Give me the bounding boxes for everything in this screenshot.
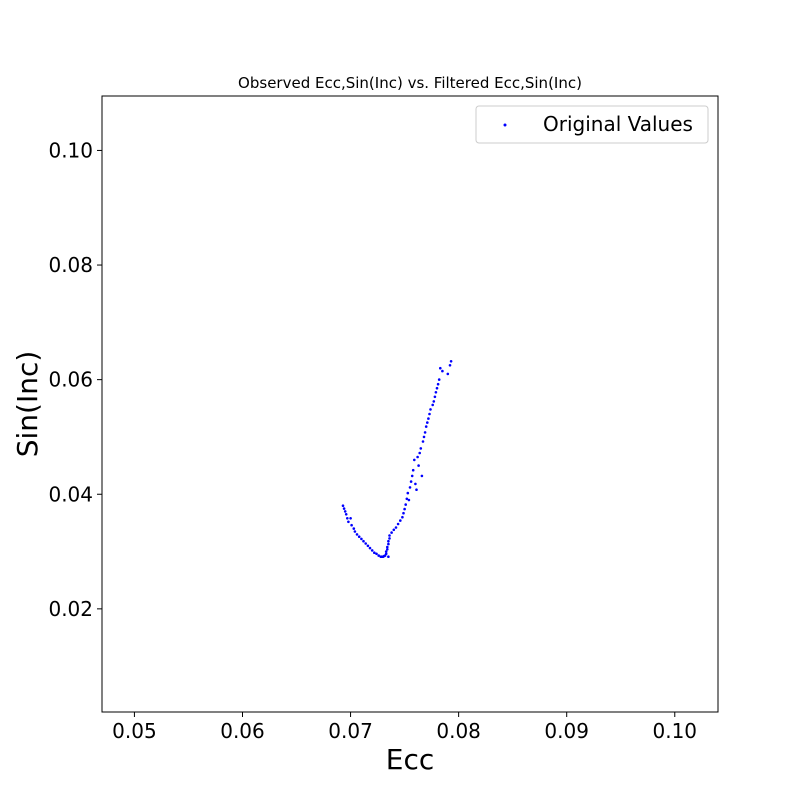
data-point bbox=[360, 537, 363, 541]
data-point bbox=[386, 545, 389, 549]
data-point bbox=[387, 555, 390, 558]
data-point bbox=[420, 474, 424, 478]
data-point bbox=[436, 382, 440, 386]
data-point bbox=[409, 480, 413, 483]
data-point bbox=[424, 425, 428, 428]
data-point bbox=[362, 539, 365, 543]
y-tick-label: 0.04 bbox=[48, 482, 93, 506]
data-point bbox=[344, 513, 348, 516]
data-point bbox=[441, 369, 444, 373]
data-point bbox=[419, 447, 423, 450]
data-point bbox=[405, 497, 409, 501]
data-point bbox=[364, 542, 368, 545]
data-point bbox=[392, 528, 396, 532]
x-tick-label: 0.10 bbox=[653, 719, 698, 743]
x-tick-label: 0.08 bbox=[436, 719, 481, 743]
x-tick-label: 0.07 bbox=[328, 719, 373, 743]
data-point bbox=[373, 551, 376, 554]
data-point bbox=[399, 519, 402, 522]
data-point bbox=[346, 517, 349, 520]
data-point bbox=[355, 533, 359, 536]
data-point bbox=[408, 486, 412, 489]
data-point bbox=[407, 498, 411, 502]
data-point bbox=[377, 554, 381, 557]
y-axis-ticks: 0.02 0.04 0.06 0.08 0.10 bbox=[48, 138, 102, 621]
data-point bbox=[388, 534, 391, 537]
data-point bbox=[353, 530, 357, 533]
y-tick-label: 0.08 bbox=[48, 253, 93, 277]
data-point bbox=[431, 403, 435, 407]
data-point bbox=[422, 435, 426, 439]
data-point bbox=[341, 504, 345, 508]
data-point bbox=[448, 364, 452, 367]
data-point bbox=[433, 395, 437, 399]
legend-box bbox=[475, 105, 709, 144]
data-point bbox=[384, 552, 388, 556]
legend-marker bbox=[503, 123, 507, 127]
x-axis-label: Ecc bbox=[386, 743, 434, 776]
x-tick-label: 0.05 bbox=[112, 719, 157, 743]
data-points bbox=[341, 360, 453, 558]
data-point bbox=[347, 520, 350, 524]
data-point bbox=[375, 552, 378, 556]
data-point bbox=[403, 507, 406, 511]
y-tick-label: 0.02 bbox=[48, 597, 93, 621]
data-point bbox=[423, 431, 427, 434]
plot-area bbox=[101, 95, 719, 713]
data-point bbox=[411, 468, 415, 472]
data-point bbox=[426, 421, 429, 424]
legend: Original Values bbox=[475, 105, 709, 144]
data-point bbox=[406, 491, 410, 495]
data-point bbox=[429, 408, 432, 411]
data-point bbox=[370, 549, 374, 552]
x-tick-label: 0.09 bbox=[544, 719, 589, 743]
data-point bbox=[366, 544, 370, 548]
data-point bbox=[413, 458, 416, 462]
data-point bbox=[415, 488, 418, 492]
data-point bbox=[449, 360, 453, 363]
data-point bbox=[396, 522, 400, 526]
data-point bbox=[435, 386, 439, 390]
data-point bbox=[401, 515, 404, 519]
data-point bbox=[390, 531, 393, 534]
data-point bbox=[352, 527, 356, 530]
data-point bbox=[404, 503, 408, 506]
data-point bbox=[418, 451, 422, 455]
data-point bbox=[350, 523, 353, 527]
data-point bbox=[428, 412, 431, 416]
data-point bbox=[410, 474, 414, 478]
data-point bbox=[432, 400, 436, 403]
data-point bbox=[368, 546, 372, 550]
x-tick-label: 0.06 bbox=[220, 719, 265, 743]
data-point bbox=[414, 482, 417, 486]
data-point bbox=[357, 535, 361, 538]
data-point bbox=[388, 537, 391, 540]
data-point bbox=[439, 366, 442, 370]
data-point bbox=[349, 517, 352, 520]
data-point bbox=[343, 510, 347, 513]
data-point bbox=[387, 539, 390, 543]
data-point bbox=[384, 550, 388, 553]
data-point bbox=[417, 464, 420, 467]
data-point bbox=[402, 511, 405, 515]
x-axis-ticks: 0.05 0.06 0.07 0.08 0.09 0.10 bbox=[112, 712, 697, 743]
y-axis-label: Sin(Inc) bbox=[11, 351, 44, 458]
data-point bbox=[394, 526, 398, 529]
legend-entry-original-values: Original Values bbox=[543, 112, 693, 136]
y-tick-label: 0.10 bbox=[48, 138, 93, 162]
data-point bbox=[427, 417, 430, 420]
data-point bbox=[434, 391, 438, 394]
y-tick-label: 0.06 bbox=[48, 368, 93, 392]
data-point bbox=[446, 372, 450, 376]
data-point bbox=[437, 378, 441, 381]
data-point bbox=[416, 455, 419, 459]
data-point bbox=[421, 440, 425, 443]
data-point bbox=[342, 507, 346, 510]
chart-title: Observed Ecc,Sin(Inc) vs. Filtered Ecc,S… bbox=[238, 74, 582, 92]
data-point bbox=[386, 548, 389, 551]
data-point bbox=[387, 542, 390, 546]
